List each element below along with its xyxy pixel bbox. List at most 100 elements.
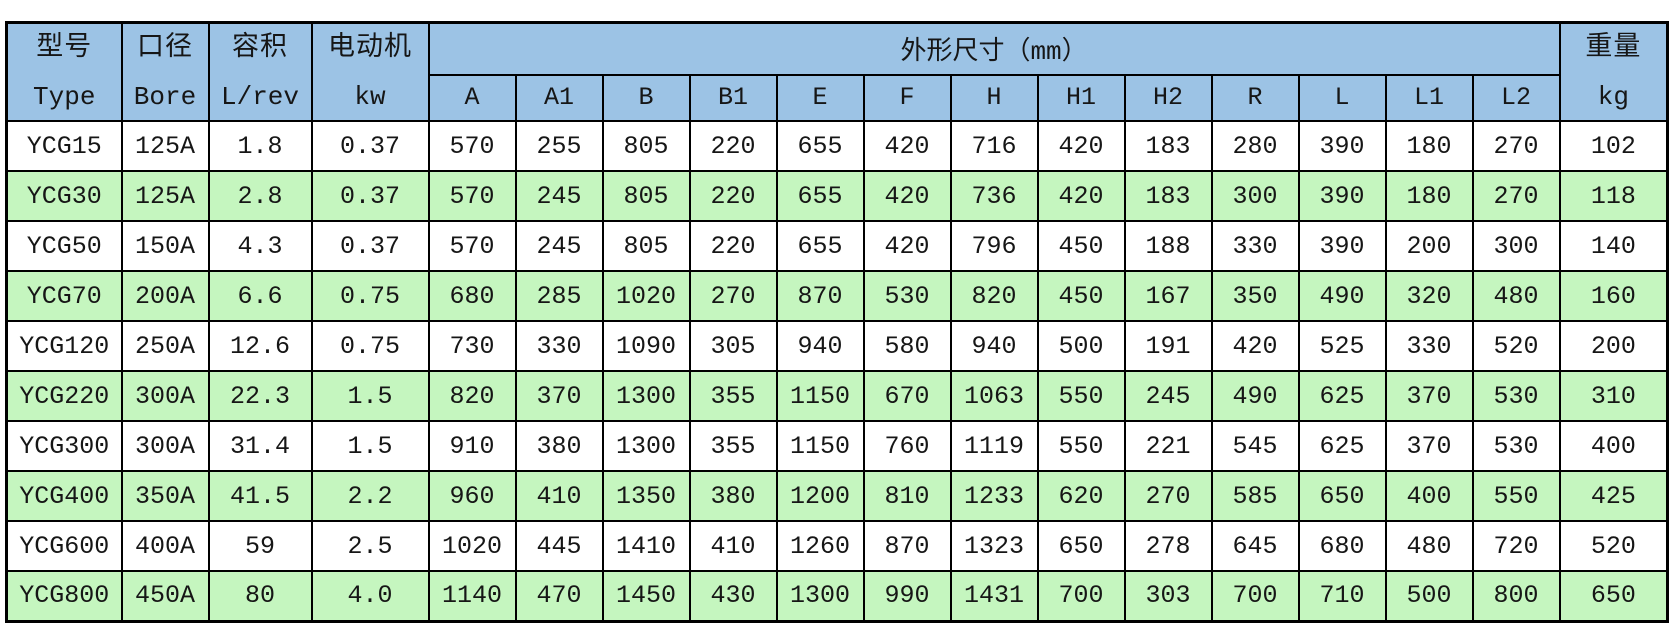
value-cell: 1300 xyxy=(775,570,865,622)
value-cell: 730 xyxy=(427,320,517,372)
value-cell: 550 xyxy=(1036,420,1126,472)
value-cell: 183 xyxy=(1123,170,1213,222)
value-cell: 450 xyxy=(1036,220,1126,272)
col-header-volume-en: L/rev xyxy=(220,81,299,112)
value-cell: 720 xyxy=(1471,520,1561,572)
model-cell: YCG300 xyxy=(5,420,123,472)
value-cell: 625 xyxy=(1297,370,1387,422)
model-cell: YCG120 xyxy=(5,320,123,372)
col-header-weight: 重量 kg xyxy=(1558,21,1669,122)
table-row: YCG70 200A 6.6 0.75 680 285 1020 270 870 530 820 45… xyxy=(5,270,1669,322)
value-cell: 580 xyxy=(862,320,952,372)
value-cell: 655 xyxy=(775,170,865,222)
dim-col-r: R xyxy=(1210,73,1300,123)
value-cell: 430 xyxy=(688,570,778,622)
value-cell: 400 xyxy=(1384,470,1474,522)
value-cell: 670 xyxy=(862,370,952,422)
value-cell: 1.5 xyxy=(310,370,430,422)
value-cell: 80 xyxy=(207,570,313,622)
value-cell: 490 xyxy=(1210,370,1300,422)
value-cell: 278 xyxy=(1123,520,1213,572)
value-cell: 500 xyxy=(1384,570,1474,622)
table-row: YCG600 400A 59 2.5 1020 445 1410 410 1260 870 1323… xyxy=(5,520,1669,572)
value-cell: 220 xyxy=(688,120,778,172)
value-cell: 167 xyxy=(1123,270,1213,322)
value-cell: 960 xyxy=(427,470,517,522)
value-cell: 716 xyxy=(949,120,1039,172)
value-cell: 450 xyxy=(1036,270,1126,322)
dim-col-e: E xyxy=(775,73,865,123)
value-cell: 700 xyxy=(1036,570,1126,622)
value-cell: 520 xyxy=(1558,520,1669,572)
value-cell: 420 xyxy=(862,120,952,172)
value-cell: 0.37 xyxy=(310,170,430,222)
model-cell: YCG15 xyxy=(5,120,123,172)
value-cell: 370 xyxy=(514,370,604,422)
value-cell: 125A xyxy=(120,120,210,172)
col-header-motor: 电动机 kw xyxy=(310,21,430,122)
value-cell: 102 xyxy=(1558,120,1669,172)
value-cell: 2.8 xyxy=(207,170,313,222)
value-cell: 0.75 xyxy=(310,320,430,372)
value-cell: 570 xyxy=(427,170,517,222)
header-row-dims: A A1 B B1 E F H H1 H2 R L L1 L2 xyxy=(7,73,1668,123)
value-cell: 350A xyxy=(120,470,210,522)
spec-table-body: YCG15 125A 1.8 0.37 570 255 805 220 655 420 716 420… xyxy=(5,120,1669,622)
value-cell: 530 xyxy=(1471,370,1561,422)
dim-col-a: A xyxy=(427,73,517,123)
value-cell: 245 xyxy=(1123,370,1213,422)
dim-col-l: L xyxy=(1297,73,1387,123)
col-header-bore: 口径 Bore xyxy=(120,21,210,122)
col-header-dimensions: 外形尺寸（mm） xyxy=(427,21,1561,76)
value-cell: 650 xyxy=(1036,520,1126,572)
col-header-motor-zh: 电动机 xyxy=(328,33,412,64)
value-cell: 1119 xyxy=(949,420,1039,472)
value-cell: 0.37 xyxy=(310,220,430,272)
value-cell: 355 xyxy=(688,370,778,422)
value-cell: 0.75 xyxy=(310,270,430,322)
model-cell: YCG400 xyxy=(5,470,123,522)
table-row: YCG120 250A 12.6 0.75 730 330 1090 305 940 580 940… xyxy=(5,320,1669,372)
spec-table: 型号 Type 口径 Bore 容积 L/rev 电动机 kw xyxy=(5,21,1670,623)
value-cell: 4.3 xyxy=(207,220,313,272)
dim-col-l2: L2 xyxy=(1471,73,1561,123)
value-cell: 330 xyxy=(514,320,604,372)
value-cell: 370 xyxy=(1384,370,1474,422)
value-cell: 2.5 xyxy=(310,520,430,572)
col-header-volume-zh: 容积 xyxy=(232,33,288,64)
value-cell: 280 xyxy=(1210,120,1300,172)
model-cell: YCG70 xyxy=(5,270,123,322)
value-cell: 1350 xyxy=(601,470,691,522)
value-cell: 645 xyxy=(1210,520,1300,572)
table-row: YCG15 125A 1.8 0.37 570 255 805 220 655 420 716 420… xyxy=(5,120,1669,172)
value-cell: 700 xyxy=(1210,570,1300,622)
value-cell: 188 xyxy=(1123,220,1213,272)
value-cell: 400 xyxy=(1558,420,1669,472)
value-cell: 490 xyxy=(1297,270,1387,322)
table-row: YCG300 300A 31.4 1.5 910 380 1300 355 1150 760 111… xyxy=(5,420,1669,472)
value-cell: 221 xyxy=(1123,420,1213,472)
table-row: YCG220 300A 22.3 1.5 820 370 1300 355 1150 670 106… xyxy=(5,370,1669,422)
value-cell: 285 xyxy=(514,270,604,322)
value-cell: 6.6 xyxy=(207,270,313,322)
value-cell: 245 xyxy=(514,220,604,272)
value-cell: 620 xyxy=(1036,470,1126,522)
value-cell: 1260 xyxy=(775,520,865,572)
value-cell: 300 xyxy=(1471,220,1561,272)
dim-col-b: B xyxy=(601,73,691,123)
value-cell: 410 xyxy=(514,470,604,522)
value-cell: 500 xyxy=(1036,320,1126,372)
value-cell: 118 xyxy=(1558,170,1669,222)
value-cell: 160 xyxy=(1558,270,1669,322)
value-cell: 940 xyxy=(775,320,865,372)
col-header-weight-en: kg xyxy=(1597,81,1629,112)
value-cell: 550 xyxy=(1036,370,1126,422)
value-cell: 710 xyxy=(1297,570,1387,622)
col-header-weight-zh: 重量 xyxy=(1585,33,1642,64)
value-cell: 41.5 xyxy=(207,470,313,522)
value-cell: 4.0 xyxy=(310,570,430,622)
value-cell: 1063 xyxy=(949,370,1039,422)
value-cell: 305 xyxy=(688,320,778,372)
value-cell: 300A xyxy=(120,370,210,422)
value-cell: 420 xyxy=(1036,170,1126,222)
